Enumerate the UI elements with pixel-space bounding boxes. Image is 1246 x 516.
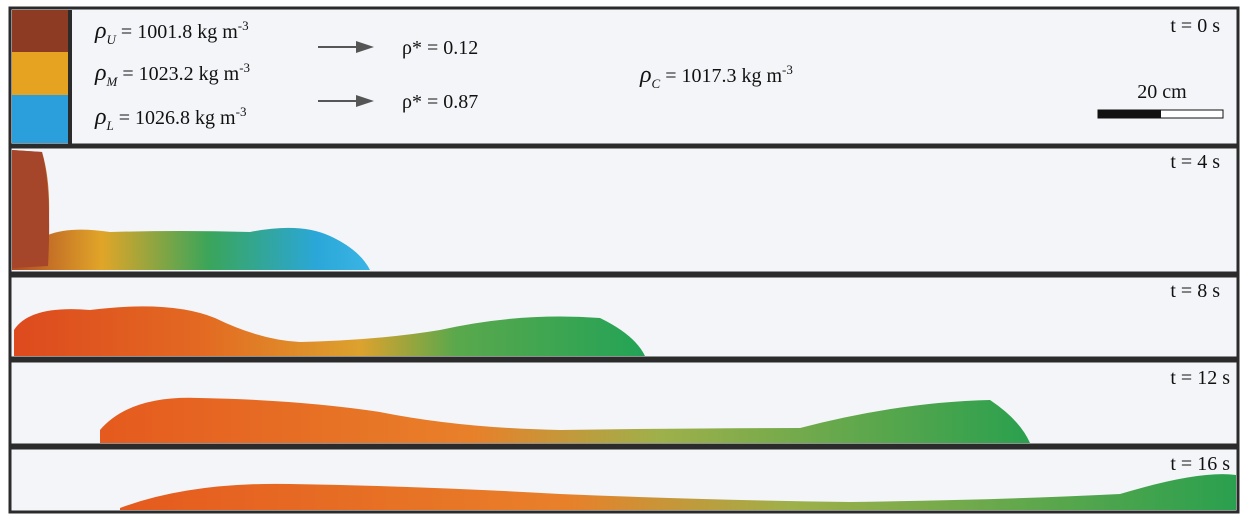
symbol: ρ — [94, 104, 107, 130]
scale-bar-fill — [1098, 110, 1161, 118]
scale-bar-label: 20 cm — [1137, 81, 1187, 103]
symbol: ρ — [94, 60, 107, 86]
exponent: -3 — [236, 104, 247, 119]
time-label: t = 0 s — [1170, 15, 1220, 37]
exponent: -3 — [238, 18, 249, 33]
equation: = 1001.8 kg m — [116, 21, 238, 43]
layer-upper: ρU = 1001.8 kg m-3 — [94, 18, 249, 47]
upper-column-t4 — [12, 150, 49, 268]
time-label: t = 12 s — [1170, 367, 1230, 389]
time-label: t = 8 s — [1170, 280, 1220, 302]
symbol: ρ — [639, 62, 652, 88]
layer-middle: ρM = 1023.2 kg m-3 — [94, 60, 250, 89]
swatch-upper — [12, 10, 68, 52]
subscript: L — [106, 118, 114, 133]
ambient-density: ρC = 1017.3 kg m-3 — [639, 62, 793, 91]
figure: ρU = 1001.8 kg m-3 ρM = 1023.2 kg m-3 ρL… — [0, 0, 1246, 516]
subscript: C — [652, 76, 661, 91]
ratio: ρ* = 0.12 — [402, 37, 478, 59]
equation: = 1017.3 kg m — [660, 65, 782, 87]
swatch-middle — [12, 52, 68, 95]
equation: = 1026.8 kg m — [114, 107, 236, 129]
layer-lower: ρL = 1026.8 kg m-3 — [94, 104, 246, 133]
swatch — [12, 10, 70, 145]
swatch-lower — [12, 95, 68, 143]
time-label: t = 4 s — [1170, 151, 1220, 173]
time-label: t = 16 s — [1170, 453, 1230, 475]
exponent: -3 — [239, 60, 250, 75]
symbol: ρ — [94, 18, 107, 44]
exponent: -3 — [782, 62, 793, 77]
equation: = 1023.2 kg m — [117, 63, 239, 85]
ratio: ρ* = 0.87 — [402, 91, 478, 113]
